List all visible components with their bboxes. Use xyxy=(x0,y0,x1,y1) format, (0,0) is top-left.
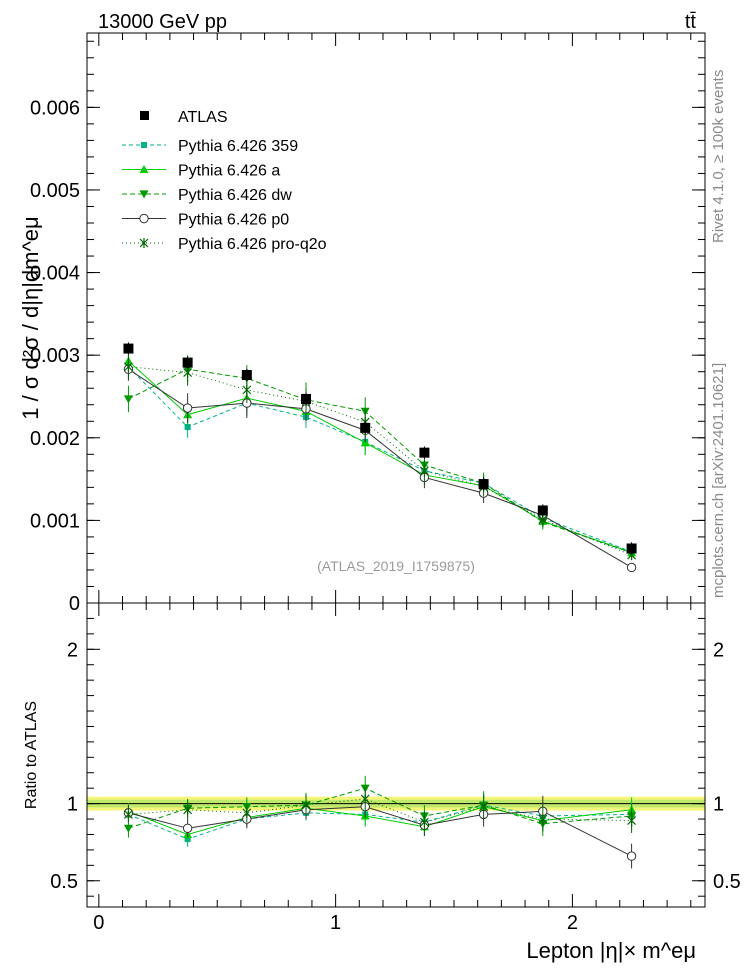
main-y-axis-label: 1 / σ d²σ / d|η|dm^eμ xyxy=(18,216,43,419)
series-point-pa xyxy=(360,438,370,447)
legend-marker-pdw xyxy=(139,190,149,199)
series-line-p359 xyxy=(128,366,632,553)
atlas-data-point xyxy=(182,357,193,368)
atlas-data-point xyxy=(419,447,430,458)
ratio-y-tick-label-right: 0.5 xyxy=(713,871,741,893)
series-point-p359 xyxy=(184,424,191,431)
ratio-point-pdw xyxy=(123,824,133,833)
legend-marker-pa xyxy=(139,165,149,174)
main-axis-ticks: 0 0.001 0.002 0.003 0.004 0.005 0.006 xyxy=(30,33,705,615)
legend: ATLAS Pythia 6.426 359 Pythia 6.426 a Pyth… xyxy=(122,109,327,253)
ratio-point-pq2o xyxy=(627,815,637,826)
atlas-data-point xyxy=(537,505,548,516)
ratio-y-tick-label: 2 xyxy=(67,639,78,661)
rivet-version-label: Rivet 4.1.0, ≥ 100k events xyxy=(710,70,727,243)
x-tick-label: 2 xyxy=(567,912,578,934)
ratio-point-pq2o xyxy=(419,817,429,828)
process-label: tt̄ xyxy=(685,11,697,33)
atlas-data-point xyxy=(241,370,252,380)
atlas-data-group xyxy=(123,342,637,555)
x-tick-label: 0 xyxy=(93,912,104,934)
ratio-y-axis-label: Ratio to ATLAS xyxy=(23,701,40,809)
atlas-data-point xyxy=(123,343,134,354)
ratio-axis-ticks: 0.5 0.5 1 1 2 2 0 1 2 xyxy=(50,603,741,934)
main-y-tick-label: 0.004 xyxy=(30,263,80,285)
ratio-point-pp0 xyxy=(626,851,637,861)
atlas-data-point xyxy=(478,479,489,490)
ratio-point-pq2o xyxy=(242,807,252,818)
ratio-point-pq2o xyxy=(479,801,489,812)
series-point-pp0 xyxy=(182,403,193,413)
series-point-pq2o xyxy=(419,465,429,476)
atlas-data-point xyxy=(360,422,371,433)
main-y-tick-label: 0.003 xyxy=(30,345,80,367)
main-panel: (ATLAS_2019_I1759875) 0 0.001 0.002 0.003 0.… xyxy=(18,32,706,615)
legend-label-pdw: Pythia 6.426 dw xyxy=(178,187,292,204)
ratio-frame xyxy=(86,602,706,908)
analysis-watermark: (ATLAS_2019_I1759875) xyxy=(317,558,475,574)
x-tick-label: 1 xyxy=(330,912,341,934)
ratio-y-tick-label: 1 xyxy=(67,794,78,816)
ratio-point-pq2o xyxy=(124,809,133,820)
main-y-tick-label: 0.002 xyxy=(30,428,80,450)
series-point-pq2o xyxy=(183,367,193,378)
ratio-point-pq2o xyxy=(301,800,311,811)
legend-label-pp0: Pythia 6.426 p0 xyxy=(178,212,289,229)
main-y-tick-label: 0.006 xyxy=(30,97,80,119)
ratio-point-pp0 xyxy=(182,823,193,833)
series-point-pdw xyxy=(123,395,133,404)
legend-atlas-label: ATLAS xyxy=(178,109,228,126)
legend-marker-pq2o xyxy=(139,238,149,248)
ratio-line-pp0 xyxy=(128,806,632,857)
ratio-y-tick-label-right: 2 xyxy=(713,639,724,661)
ratio-y-tick-label-right: 1 xyxy=(713,794,724,816)
atlas-data-point xyxy=(301,393,312,404)
series-point-pp0 xyxy=(626,562,637,573)
mcplots-label: mcplots.cern.ch [arXiv:2401.10621] xyxy=(710,363,727,598)
ratio-series-group xyxy=(123,775,637,869)
series-line-pp0 xyxy=(128,368,632,568)
main-y-tick-label: 0 xyxy=(69,593,80,615)
legend-marker-pp0 xyxy=(139,213,149,224)
main-series-group xyxy=(123,349,637,573)
legend-atlas-marker xyxy=(140,111,149,120)
energy-label: 13000 GeV pp xyxy=(98,11,227,33)
atlas-data-point xyxy=(626,543,637,554)
series-line-pa xyxy=(128,360,632,554)
legend-marker-p359 xyxy=(141,142,147,148)
main-y-tick-label: 0.005 xyxy=(30,180,80,202)
main-y-tick-label: 0.001 xyxy=(30,510,80,532)
legend-label-pa: Pythia 6.426 a xyxy=(178,163,280,180)
series-point-pq2o xyxy=(124,361,133,372)
legend-label-pq2o: Pythia 6.426 pro-q2o xyxy=(178,236,327,253)
x-axis-label: Lepton |η|× m^eμ xyxy=(526,938,696,963)
ratio-point-pq2o xyxy=(538,814,548,825)
legend-label-p359: Pythia 6.426 359 xyxy=(178,138,298,155)
ratio-panel: 0.5 0.5 1 1 2 2 0 1 2 Ratio to ATLAS Lepton |η|×… xyxy=(23,602,741,963)
series-point-pq2o xyxy=(242,384,252,395)
ratio-y-tick-label: 0.5 xyxy=(50,871,78,893)
ratio-uncertainty-band xyxy=(87,796,705,811)
ratio-point-pq2o xyxy=(360,793,370,804)
ratio-point-pq2o xyxy=(183,804,193,815)
